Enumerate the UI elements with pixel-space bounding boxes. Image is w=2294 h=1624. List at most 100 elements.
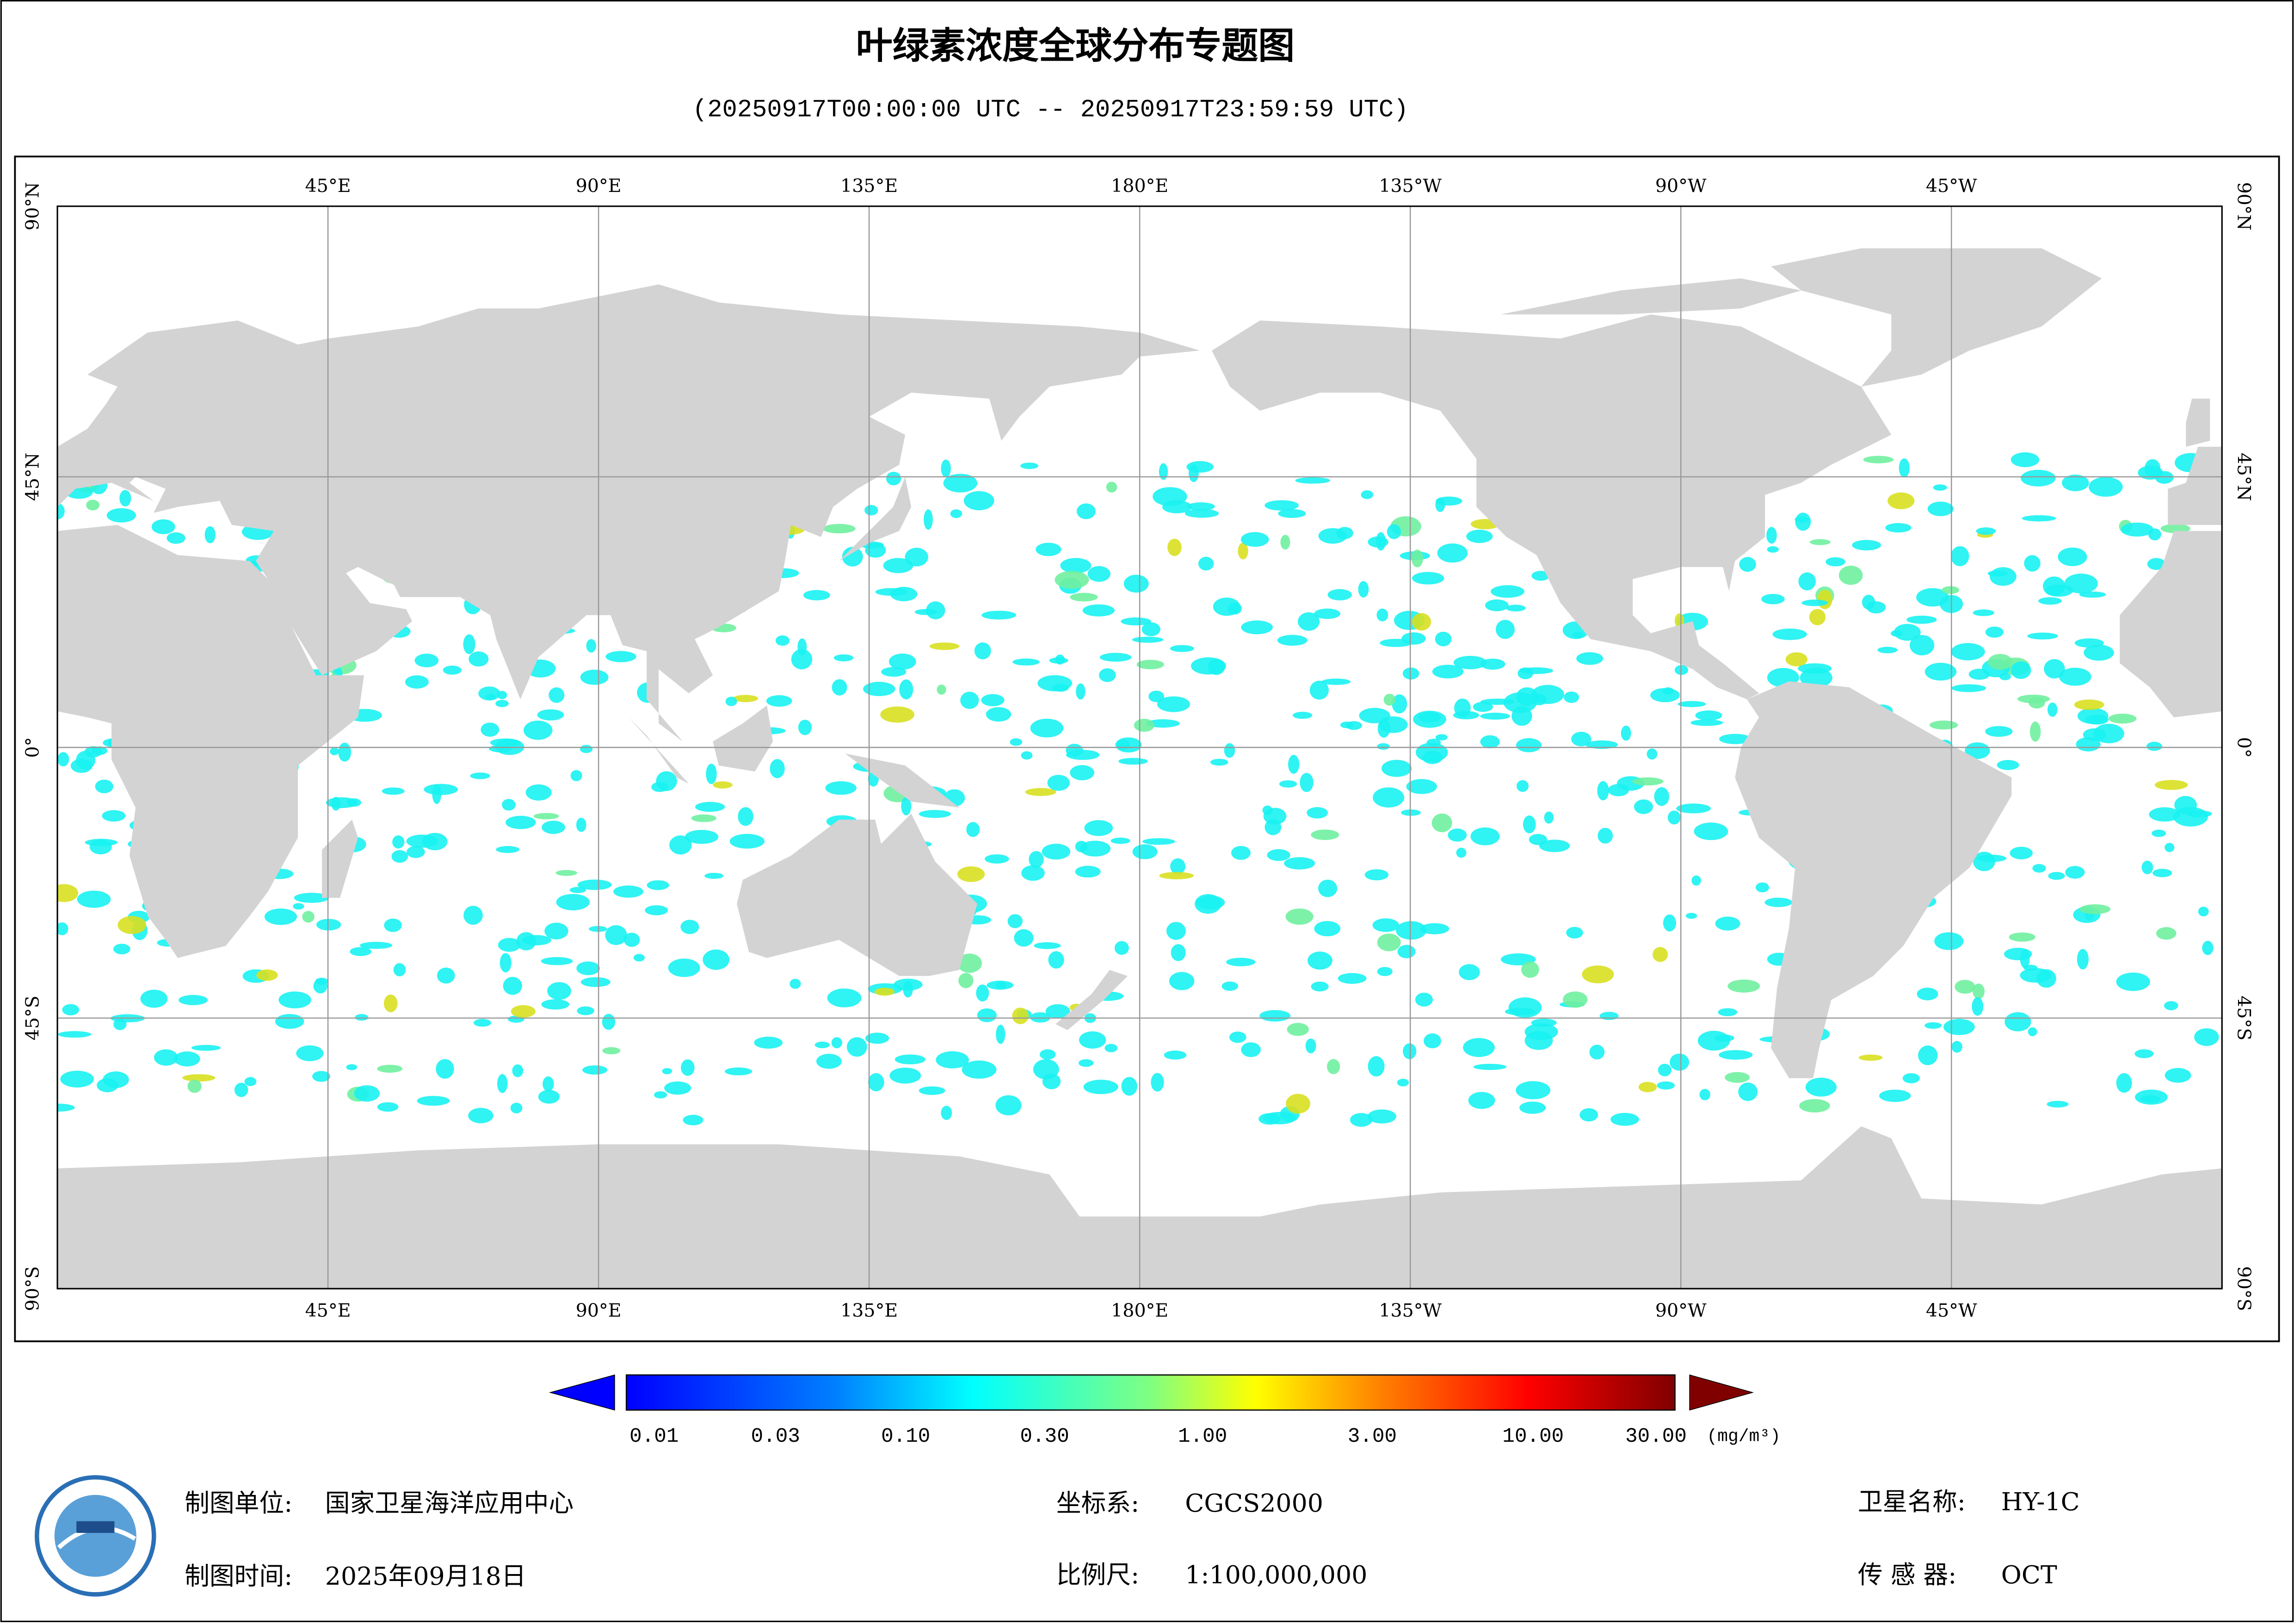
chlorophyll-patch bbox=[1361, 490, 1374, 500]
chlorophyll-patch bbox=[1691, 875, 1701, 886]
chlorophyll-patch bbox=[899, 679, 913, 700]
chlorophyll-patch bbox=[1976, 527, 1996, 535]
chlorophyll-patch bbox=[1012, 1007, 1029, 1025]
chlorophyll-patch bbox=[960, 692, 979, 709]
chlorophyll-patch bbox=[889, 1068, 921, 1084]
land bbox=[1212, 314, 1892, 699]
chlorophyll-patch bbox=[57, 503, 65, 520]
chlorophyll-patch bbox=[1418, 712, 1441, 723]
chlorophyll-patch bbox=[1278, 509, 1306, 518]
chlorophyll-patch bbox=[1582, 965, 1614, 983]
chlorophyll-patch bbox=[1372, 918, 1399, 932]
chlorophyll-patch bbox=[576, 817, 586, 832]
land bbox=[2168, 446, 2222, 525]
chlorophyll-patch bbox=[1725, 1072, 1750, 1083]
chlorophyll-patch bbox=[2048, 872, 2065, 880]
land bbox=[57, 525, 364, 958]
chlorophyll-patch bbox=[1685, 913, 1697, 919]
chlorophyll-patch bbox=[669, 835, 692, 855]
chlorophyll-patch bbox=[140, 989, 168, 1008]
chlorophyll-patch bbox=[1531, 685, 1564, 704]
chlorophyll-patch bbox=[2045, 584, 2073, 597]
chlorophyll-patch bbox=[119, 490, 131, 506]
chlorophyll-patch bbox=[1699, 1089, 1710, 1100]
chlorophyll-patch bbox=[1402, 667, 1419, 680]
chlorophyll-patch bbox=[886, 471, 901, 486]
chlorophyll-patch bbox=[1142, 838, 1175, 845]
chlorophyll-patch bbox=[1893, 624, 1921, 641]
chlorophyll-patch bbox=[864, 505, 878, 516]
chlorophyll-patch bbox=[2004, 948, 2032, 961]
chlorophyll-patch bbox=[296, 1045, 324, 1062]
latitude-label: 0° bbox=[2233, 737, 2255, 758]
chlorophyll-patch bbox=[191, 1044, 221, 1051]
chlorophyll-patch bbox=[1772, 628, 1807, 640]
chlorophyll-patch bbox=[1621, 725, 1631, 741]
chlorophyll-patch bbox=[936, 1051, 969, 1068]
land bbox=[1055, 969, 1128, 1030]
chlorophyll-patch bbox=[1383, 693, 1396, 706]
chlorophyll-patch bbox=[1599, 1012, 1619, 1020]
chlorophyll-patch bbox=[680, 920, 699, 934]
chlorophyll-patch bbox=[1973, 983, 1985, 1000]
chlorophyll-patch bbox=[1171, 944, 1186, 961]
chlorophyll-patch bbox=[354, 1085, 380, 1102]
chlorophyll-patch bbox=[1755, 882, 1770, 893]
chlorophyll-patch bbox=[1295, 477, 1331, 484]
chlorophyll-patch bbox=[2047, 1100, 2069, 1108]
footer-date-label: 制图时间: bbox=[185, 1562, 292, 1591]
chlorophyll-patch bbox=[1167, 538, 1182, 556]
latitude-label: 90°N bbox=[2233, 182, 2255, 231]
footer-scale: 1:100,000,000 bbox=[1185, 1560, 1367, 1589]
chlorophyll-patch bbox=[803, 590, 830, 601]
footer-satellite-label: 卫星名称: bbox=[1858, 1487, 1966, 1516]
chlorophyll-patch bbox=[1376, 608, 1388, 622]
chlorophyll-patch bbox=[538, 1090, 560, 1104]
chlorophyll-patch bbox=[1070, 593, 1098, 602]
chlorophyll-patch bbox=[1087, 566, 1110, 582]
chlorophyll-patch bbox=[1838, 565, 1863, 585]
chlorophyll-patch bbox=[2029, 721, 2041, 742]
chlorophyll-patch bbox=[929, 642, 960, 650]
chlorophyll-patch bbox=[1151, 1073, 1164, 1092]
chlorophyll-patch bbox=[662, 1068, 672, 1074]
chlorophyll-patch bbox=[523, 720, 553, 740]
chlorophyll-patch bbox=[1480, 658, 1505, 670]
chlorophyll-patch bbox=[417, 1096, 450, 1106]
chlorophyll-patch bbox=[890, 587, 918, 601]
chlorophyll-patch bbox=[2065, 866, 2085, 879]
chlorophyll-patch bbox=[1951, 546, 1969, 567]
chlorophyll-patch bbox=[654, 1091, 667, 1099]
chlorophyll-patch bbox=[1079, 840, 1111, 857]
chlorophyll-patch bbox=[1397, 1079, 1409, 1087]
chlorophyll-patch bbox=[996, 1025, 1005, 1044]
chlorophyll-patch bbox=[874, 988, 895, 996]
chlorophyll-patch bbox=[1718, 1008, 1738, 1017]
chlorophyll-patch bbox=[825, 781, 857, 795]
chlorophyll-patch bbox=[91, 746, 108, 755]
longitude-label: 45°E bbox=[305, 175, 351, 197]
chlorophyll-patch bbox=[474, 1019, 492, 1027]
chlorophyll-patch bbox=[1899, 458, 1910, 478]
chlorophyll-patch bbox=[1392, 694, 1407, 714]
land bbox=[845, 753, 960, 808]
map-border bbox=[56, 205, 2223, 1290]
chlorophyll-patch bbox=[1800, 667, 1832, 688]
chlorophyll-patch bbox=[346, 1064, 358, 1070]
chlorophyll-patch bbox=[1034, 942, 1061, 949]
chlorophyll-patch bbox=[1470, 827, 1500, 846]
chlorophyll-patch bbox=[2009, 932, 2035, 942]
chlorophyll-patch bbox=[1432, 665, 1464, 679]
chlorophyll-patch bbox=[2079, 904, 2111, 914]
chlorophyll-patch bbox=[1157, 696, 1190, 712]
chlorophyll-patch bbox=[2152, 829, 2166, 837]
chlorophyll-patch bbox=[976, 984, 989, 1002]
chlorophyll-patch bbox=[1042, 844, 1071, 860]
chlorophyll-patch bbox=[2173, 807, 2208, 827]
chlorophyll-patch bbox=[1738, 1082, 1758, 1101]
chlorophyll-patch bbox=[1359, 708, 1390, 723]
chlorophyll-patch bbox=[1025, 788, 1056, 796]
footer-sensor-label: 传 感 器: bbox=[1858, 1560, 1957, 1589]
chlorophyll-patch bbox=[1516, 738, 1542, 753]
chlorophyll-patch bbox=[2058, 547, 2087, 567]
